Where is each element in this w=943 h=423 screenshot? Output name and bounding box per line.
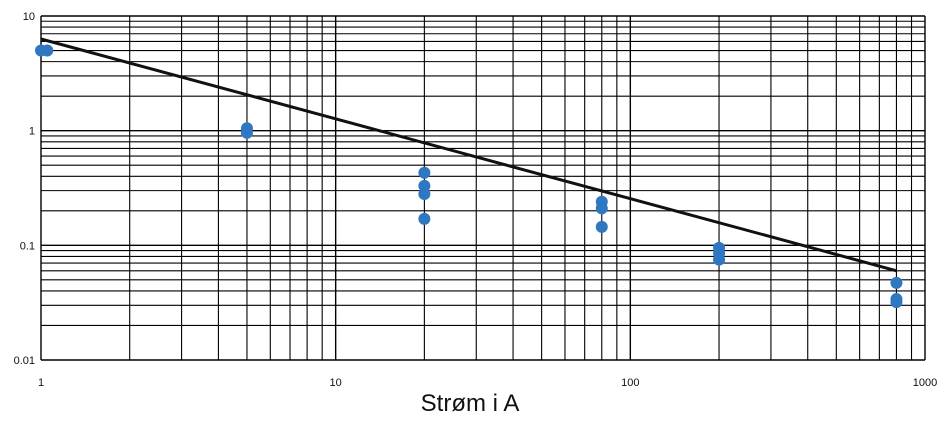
data-point — [595, 202, 608, 215]
x-axis-title: Strøm i A — [421, 390, 520, 417]
data-point — [418, 188, 431, 201]
trend-line — [40, 37, 897, 273]
x-tick-label: 1 — [38, 377, 44, 389]
x-tick-label: 10 — [330, 377, 342, 389]
y-tick-label: 0.01 — [14, 355, 35, 367]
data-point — [41, 44, 54, 57]
data-point — [890, 296, 903, 309]
data-point — [418, 166, 431, 179]
trend-line-layer — [40, 37, 897, 273]
x-tick-label: 1000 — [913, 377, 937, 389]
y-tick-label: 10 — [23, 11, 35, 23]
data-point — [890, 276, 903, 289]
y-tick-label: 1 — [29, 126, 35, 138]
data-point — [418, 212, 431, 225]
y-tick-label: 0.1 — [20, 240, 35, 252]
x-tick-label: 100 — [621, 377, 639, 389]
data-point — [595, 220, 608, 233]
data-point-layer — [35, 44, 903, 309]
data-point — [240, 126, 253, 139]
data-point — [713, 253, 726, 266]
grid-layer — [40, 15, 926, 361]
tick-label-layer: 1 10 100 1000 10 1 0.1 0.01 — [14, 11, 938, 389]
